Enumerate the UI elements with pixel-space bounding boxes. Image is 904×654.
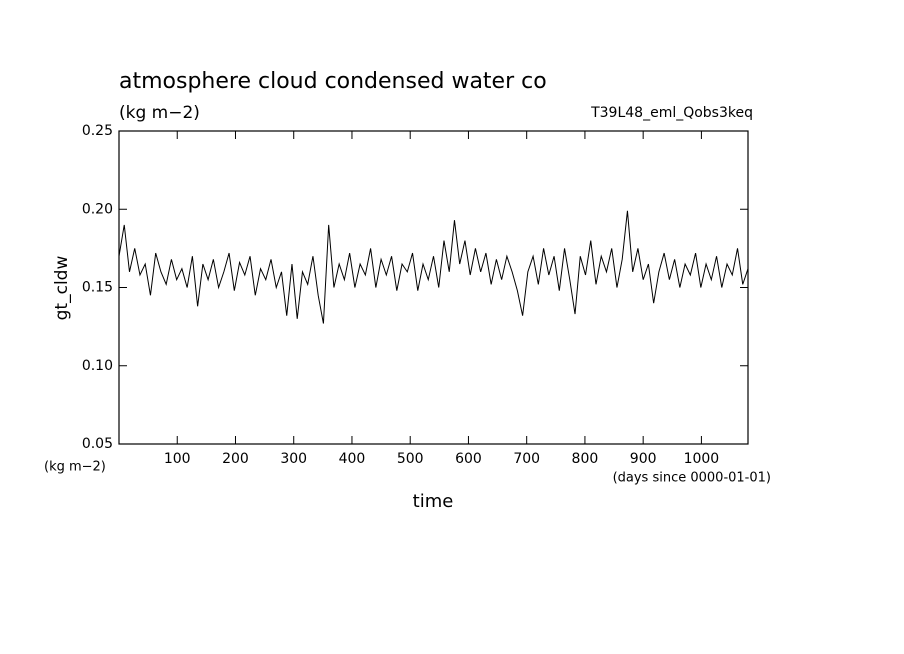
y-tick-label: 0.05	[82, 436, 113, 452]
x-unit: (days since 0000-01-01)	[613, 471, 771, 486]
y-tick-label: 0.10	[82, 358, 113, 374]
x-axis-label: time	[413, 491, 454, 512]
x-tick-label: 900	[630, 451, 657, 467]
y-unit: (kg m−2)	[44, 460, 106, 475]
run-label: T39L48_eml_Qobs3keq	[590, 105, 753, 121]
chart-title: atmosphere cloud condensed water co	[119, 69, 547, 94]
y-tick-label: 0.15	[82, 280, 113, 296]
x-tick-label: 500	[397, 451, 424, 467]
x-tick-label: 300	[280, 451, 307, 467]
chart-subtitle: (kg m−2)	[119, 103, 200, 123]
x-tick-label: 400	[339, 451, 366, 467]
x-tick-label: 800	[572, 451, 599, 467]
y-axis-label: gt_cldw	[52, 256, 72, 321]
data-line	[118, 210, 749, 324]
y-tick-label: 0.20	[82, 201, 113, 217]
x-tick-label: 100	[164, 451, 191, 467]
x-tick-label: 200	[222, 451, 249, 467]
x-tick-label: 600	[455, 451, 482, 467]
y-tick-label: 0.25	[82, 123, 113, 139]
x-tick-label: 700	[513, 451, 540, 467]
plot-frame	[118, 130, 749, 445]
x-tick-label: 1000	[684, 451, 720, 467]
